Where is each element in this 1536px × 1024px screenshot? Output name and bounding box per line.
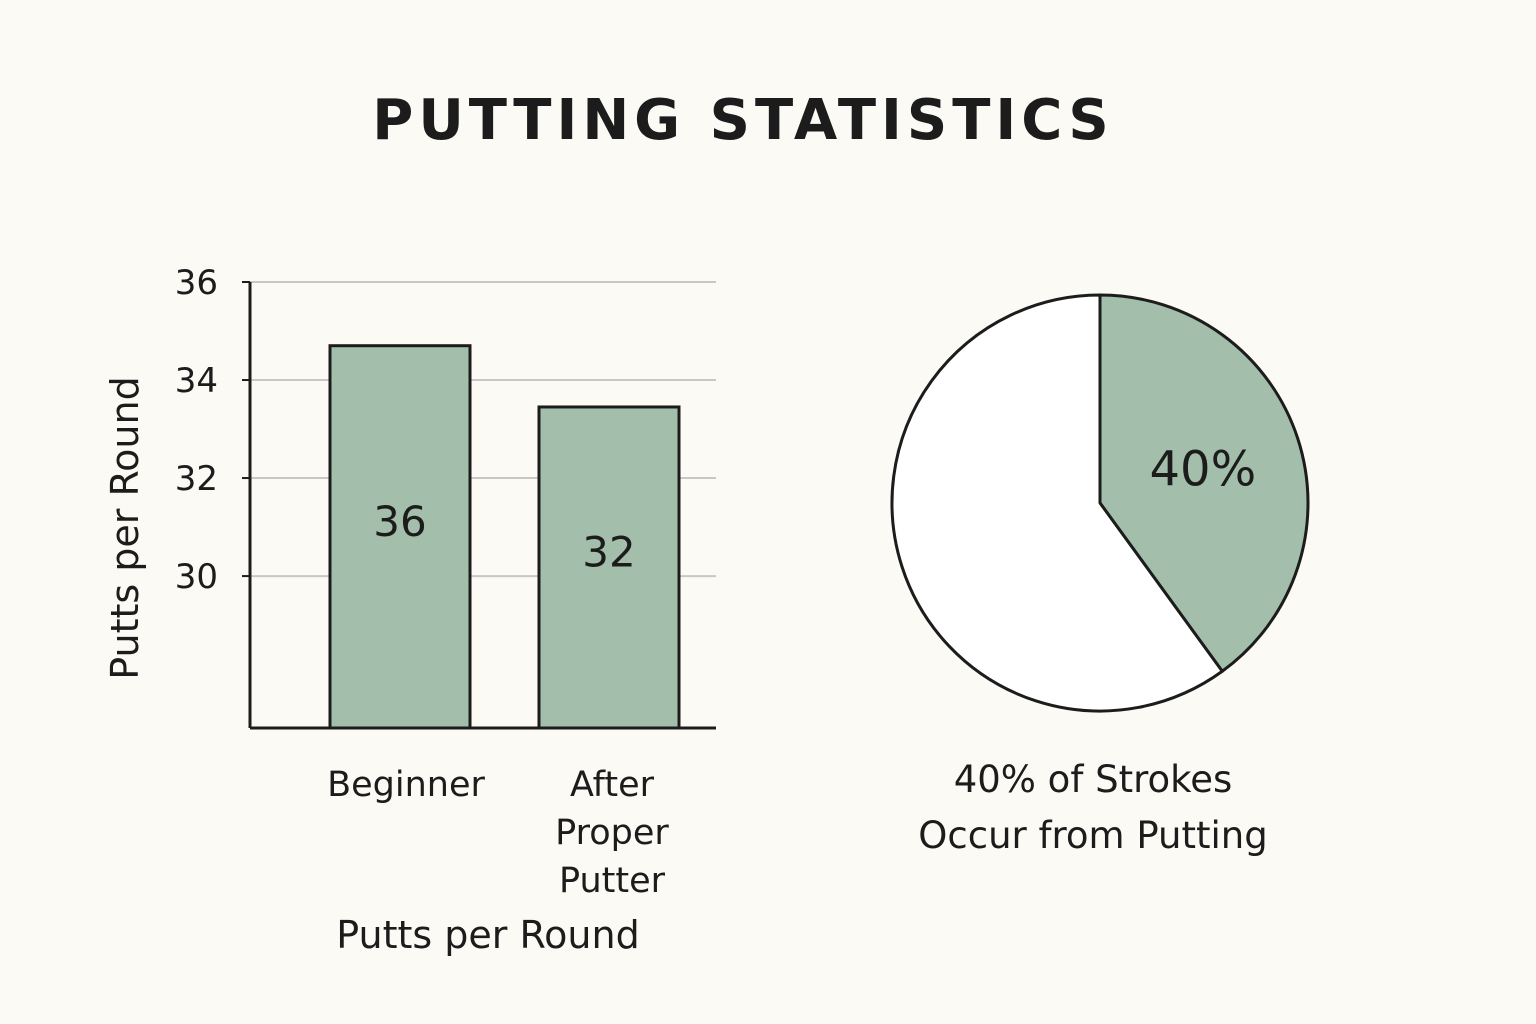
y-axis-title: Putts per Round: [103, 376, 147, 679]
y-tick-label: 32: [175, 459, 218, 499]
pie-caption: Occur from Putting: [918, 814, 1267, 857]
bar-value-label: 36: [373, 497, 426, 546]
bar: [537, 405, 681, 730]
pie-slice: [890, 293, 1224, 713]
x-category-label: Putter: [559, 861, 666, 901]
pie-chart: 40% 40% of Strokes Occur from Putting: [890, 293, 1310, 857]
x-category-label: Proper: [555, 813, 669, 853]
bar: [328, 344, 472, 730]
x-axis-title: Putts per Round: [336, 913, 639, 957]
pie-slice: [1098, 293, 1310, 673]
pie-caption: 40% of Strokes: [954, 758, 1233, 801]
y-tick-label: 30: [175, 557, 218, 597]
bar-chart: 30 32 34 36 36 32 Beginner After Proper Putter Put…: [103, 263, 716, 957]
pie-slice-label: 40%: [1150, 442, 1257, 498]
chart-title: PUTTING STATISTICS: [372, 88, 1114, 153]
y-tick-label: 34: [175, 361, 218, 401]
x-category-label: Beginner: [327, 765, 485, 805]
bar-value-label: 32: [582, 527, 635, 576]
y-tick-label: 36: [175, 263, 218, 303]
x-category-label: After: [570, 765, 655, 805]
